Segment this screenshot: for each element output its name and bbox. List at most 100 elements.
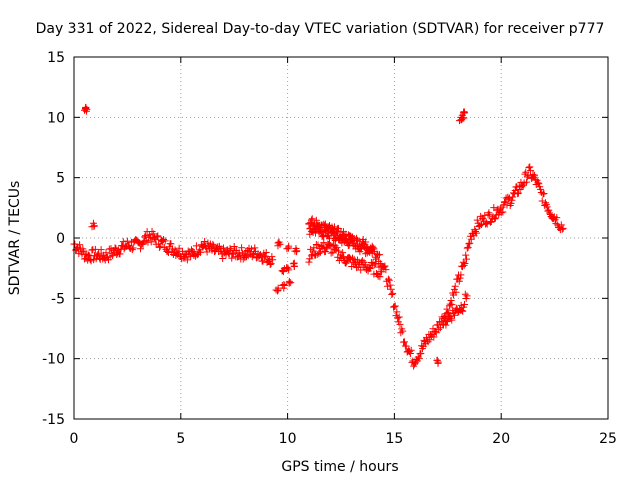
data-point [523,173,531,181]
data-point [378,268,386,276]
data-point [305,258,313,266]
data-point [476,221,484,229]
x-tick-label: 5 [176,431,185,447]
data-point [90,222,98,230]
data-point [491,215,499,223]
data-point [123,237,131,245]
data-point [201,237,209,245]
data-point [375,251,383,259]
data-point [462,251,470,259]
data-point [460,300,468,308]
data-point [375,263,383,271]
data-point [402,342,410,350]
data-points [70,103,567,370]
data-point [407,346,415,354]
data-point [430,333,438,341]
data-point [256,252,264,260]
data-point [344,231,352,239]
data-point [433,356,441,364]
data-point [358,257,366,265]
data-point [559,224,567,232]
data-point [164,247,172,255]
data-point [312,251,320,259]
y-tick-label: 15 [47,50,65,66]
data-point [499,208,507,216]
data-point [426,336,434,344]
data-point [393,308,401,316]
data-point [531,175,539,183]
data-point [266,260,274,268]
chart-title: Day 331 of 2022, Sidereal Day-to-day VTE… [36,21,605,37]
data-point [503,201,511,209]
data-point [141,232,149,240]
data-point [447,297,455,305]
data-point [482,219,490,227]
y-tick-label: -15 [42,412,65,428]
data-point [451,282,459,290]
data-point [399,327,407,335]
data-point [137,245,145,253]
grid [74,57,608,419]
data-point [315,250,323,258]
data-point [385,276,393,284]
data-point [327,249,335,257]
y-tick-label: 10 [47,110,65,126]
x-tick-label: 0 [70,431,79,447]
data-point [80,247,88,255]
data-point [362,238,370,246]
data-point [209,240,217,248]
data-point [388,290,396,298]
data-point [400,338,408,346]
data-point [321,220,329,228]
data-point [331,242,339,250]
data-point [94,251,102,259]
data-point [552,220,560,228]
data-point [466,239,474,247]
data-point [387,285,395,293]
data-point [518,183,526,191]
data-point [330,223,338,231]
data-point [376,273,384,281]
data-point [154,232,162,240]
y-axis-label: SDTVAR / TECUs [7,181,23,296]
data-point [444,317,452,325]
data-point [540,189,548,197]
data-point [531,171,539,179]
data-point [320,239,328,247]
data-point [491,214,499,222]
data-point [268,253,276,261]
data-point [558,225,566,233]
data-point [389,289,397,297]
x-tick-label: 10 [279,431,297,447]
data-point [269,256,277,264]
data-point [97,246,105,254]
data-point [396,320,404,328]
data-point [76,241,84,249]
data-point [463,244,471,252]
data-point [121,243,129,251]
data-point [342,259,350,267]
data-point [497,209,505,217]
data-point [446,313,454,321]
data-point [285,279,293,287]
data-point [284,244,292,252]
data-point [374,272,382,280]
data-point [435,325,443,333]
data-point [339,253,347,261]
data-point [279,268,287,276]
data-point [335,247,343,255]
data-point [178,255,186,263]
y-tick-label: 5 [56,171,65,187]
data-point [459,258,467,266]
data-point [535,180,543,188]
data-point [463,292,471,300]
data-point [538,197,546,205]
data-point [341,259,349,267]
data-point [464,243,472,251]
data-point [147,238,155,246]
data-point [394,314,402,322]
data-point [289,260,297,268]
data-point [446,300,454,308]
data-point [507,199,515,207]
